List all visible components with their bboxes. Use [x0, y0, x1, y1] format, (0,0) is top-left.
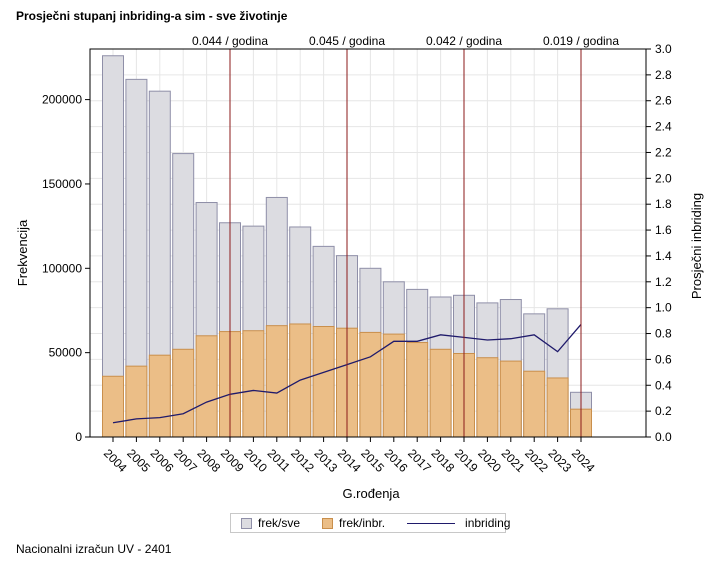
- bar-frek-inbr: [382, 333, 405, 438]
- x-tick-label: 2004: [101, 446, 130, 475]
- legend-swatch-inbr: [322, 517, 334, 529]
- x-tick-label: 2019: [452, 446, 481, 475]
- bar-frek-inbr: [359, 331, 382, 438]
- footnote: Nacionalni izračun UV - 2401: [16, 542, 172, 556]
- y2-tick-label: 3.0: [655, 42, 672, 56]
- bar-frek-inbr: [195, 335, 218, 438]
- annotation-label: 0.042 / godina: [426, 34, 502, 48]
- legend-item-line: inbriding: [407, 516, 510, 530]
- y-tick-label: 100000: [42, 261, 82, 275]
- y2-tick-label: 0.6: [655, 352, 672, 366]
- bar-frek-inbr: [102, 375, 124, 438]
- legend-item-all: frek/sve: [241, 516, 300, 530]
- x-tick-label: 2014: [335, 446, 364, 475]
- chart-title: Prosječni stupanj inbriding-a sim - sve …: [16, 9, 288, 23]
- y2-tick-label: 2.4: [655, 120, 672, 134]
- y-tick-label: 200000: [42, 93, 82, 107]
- x-tick-label: 2005: [124, 446, 153, 475]
- x-tick-label: 2021: [499, 446, 528, 475]
- y-axis-title: Frekvencija: [15, 219, 30, 286]
- y2-tick-label: 1.6: [655, 223, 672, 237]
- y2-tick-label: 2.0: [655, 171, 672, 185]
- legend-label-inbr: frek/inbr.: [339, 516, 386, 530]
- bar-frek-inbr: [172, 348, 195, 438]
- y2-tick-label: 2.6: [655, 94, 672, 108]
- bar-frek-inbr: [499, 360, 522, 438]
- x-axis-title: G.rođenja: [342, 486, 400, 501]
- plot-frame: [89, 48, 647, 438]
- x-tick-label: 2013: [311, 446, 340, 475]
- x-tick-label: 2010: [241, 446, 270, 475]
- y2-axis-title: Prosječni inbriding: [689, 193, 704, 299]
- y2-tick-label: 0.4: [655, 378, 672, 392]
- x-tick-label: 2009: [218, 446, 247, 475]
- y2-tick-label: 1.0: [655, 301, 672, 315]
- y2-tick-label: 2.2: [655, 145, 672, 159]
- x-tick-label: 2007: [171, 446, 200, 475]
- y2-tick-label: 0.8: [655, 327, 672, 341]
- bar-frek-inbr: [476, 357, 499, 438]
- y-tick-label: 150000: [42, 177, 82, 191]
- legend-swatch-all: [241, 517, 252, 529]
- legend-item-inbr: frek/inbr.: [322, 516, 385, 530]
- x-tick-label: 2024: [569, 446, 598, 475]
- x-tick-label: 2018: [428, 446, 457, 475]
- y2-tick-label: 0.0: [655, 430, 672, 444]
- bar-frek-inbr: [265, 325, 288, 438]
- x-tick-label: 2015: [358, 446, 387, 475]
- y2-tick-label: 1.2: [655, 275, 672, 289]
- bar-frek-inbr: [406, 342, 429, 438]
- x-tick-label: 2012: [288, 446, 317, 475]
- annotation-label: 0.019 / godina: [543, 34, 619, 48]
- legend-label-all: frek/sve: [258, 516, 301, 530]
- y-tick-label: 50000: [49, 346, 83, 360]
- x-tick-label: 2016: [382, 446, 411, 475]
- bar-frek-inbr: [242, 330, 265, 438]
- y2-tick-label: 2.8: [655, 68, 672, 82]
- y2-tick-label: 1.8: [655, 197, 672, 211]
- bar-frek-inbr: [148, 354, 171, 438]
- x-tick-label: 2022: [522, 446, 551, 475]
- bar-frek-inbr: [523, 370, 546, 438]
- annotation-label: 0.045 / godina: [309, 34, 385, 48]
- legend: frek/sve frek/inbr. inbriding: [230, 513, 510, 533]
- bar-frek-inbr: [312, 326, 335, 438]
- x-tick-label: 2020: [475, 446, 504, 475]
- x-tick-label: 2008: [194, 446, 223, 475]
- x-tick-label: 2017: [405, 446, 434, 475]
- x-tick-label: 2023: [545, 446, 574, 475]
- y2-tick-label: 1.4: [655, 249, 672, 263]
- legend-label-line: inbriding: [465, 516, 511, 530]
- legend-line-swatch: [407, 522, 456, 524]
- annotation-label: 0.044 / godina: [192, 34, 268, 48]
- chart: 0.044 / godina 0.045 / godina 0.042 / godi…: [15, 34, 704, 501]
- x-tick-label: 2006: [148, 446, 177, 475]
- y2-tick-label: 0.2: [655, 404, 672, 418]
- bar-frek-inbr: [125, 365, 148, 438]
- bar-frek-inbr: [429, 348, 452, 438]
- bar-frek-inbr: [546, 377, 569, 438]
- y-tick-label: 0: [75, 430, 82, 444]
- x-tick-label: 2011: [265, 446, 293, 474]
